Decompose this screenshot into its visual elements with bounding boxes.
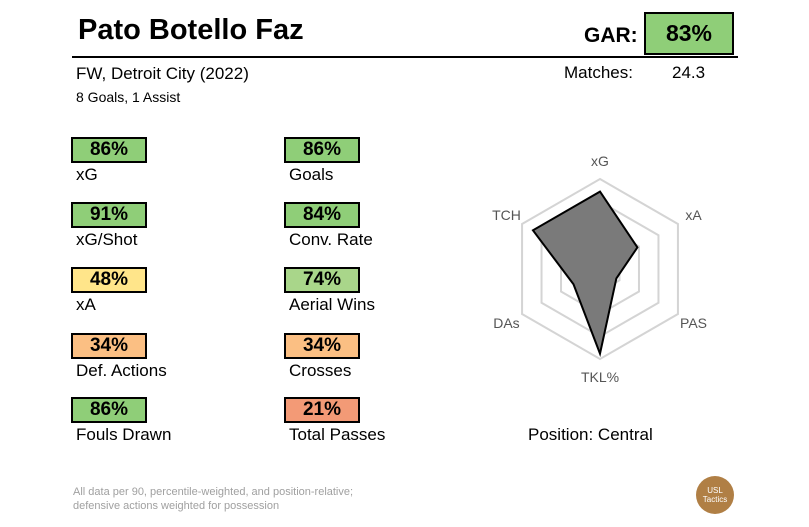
metric-label: Aerial Wins [289,295,375,314]
metric-value-box: 21% [284,397,360,423]
metric-value-box: 84% [284,202,360,228]
metric-fouls-drawn: 86% Fouls Drawn [71,397,171,445]
metric-value-box: 48% [71,267,147,293]
radar-axis-label: xA [685,207,702,223]
metric-value-box: 34% [71,333,147,359]
matches-value: 24.3 [672,63,706,82]
footnote-line-1: All data per 90, percentile-weighted, an… [73,486,354,498]
radar-grid-ring [521,177,679,361]
metric-label: Goals [289,165,334,184]
metric-label: Fouls Drawn [76,425,172,444]
metric-label: Def. Actions [76,361,167,380]
metric-xa: 48% xA [71,267,147,315]
player-subtitle: FW, Detroit City (2022) [76,64,249,83]
metric-total-passes: 21% Total Passes [284,397,385,445]
usl-tactics-logo: USL Tactics [696,476,734,514]
gar-label: GAR: [584,24,638,47]
footnote: All data per 90, percentile-weighted, an… [73,485,353,513]
player-name: Pato Botello Faz [78,14,304,46]
footnote-line-2: defensive actions weighted for possessio… [73,500,280,512]
metric-label: xA [76,295,96,314]
metric-label: Total Passes [289,425,386,444]
metric-aerial-wins: 74% Aerial Wins [284,267,375,315]
title-divider [72,56,738,58]
metric-value-box: 91% [71,202,147,228]
radar-axis-label: PAS [680,315,707,331]
logo-line-2: Tactics [702,495,728,504]
metric-crosses: 34% Crosses [284,333,360,381]
metric-conversion-rate: 84% Conv. Rate [284,202,373,250]
metric-value-box: 86% [71,397,147,423]
matches-label: Matches: [564,63,633,82]
metric-label: xG [76,165,98,184]
radar-axis-labels: xG xA PAS TKL% DAs TCH [492,153,707,385]
radar-axis-label: TCH [492,207,521,223]
metric-value-box: 34% [284,333,360,359]
metric-label: xG/Shot [76,230,138,249]
metric-label: Conv. Rate [289,230,373,249]
metric-goals: 86% Goals [284,137,360,185]
metric-label: Crosses [289,361,352,380]
radar-axis-label: xG [591,153,609,169]
radar-axis-label: TKL% [581,369,619,385]
metric-def-actions: 34% Def. Actions [71,333,167,381]
metric-value-box: 86% [284,137,360,163]
player-summary: 8 Goals, 1 Assist [76,89,181,105]
gar-value-box: 83% [644,12,734,55]
metric-xg: 86% xG [71,137,147,185]
radar-chart: xG xA PAS TKL% DAs TCH [492,153,707,385]
logo-line-1: USL [707,486,723,495]
metric-value-box: 74% [284,267,360,293]
radar-value-polygon [531,190,639,358]
metric-value-box: 86% [71,137,147,163]
metric-xg-per-shot: 91% xG/Shot [71,202,147,250]
position-label: Position: Central [528,425,653,444]
radar-axis-label: DAs [493,315,519,331]
